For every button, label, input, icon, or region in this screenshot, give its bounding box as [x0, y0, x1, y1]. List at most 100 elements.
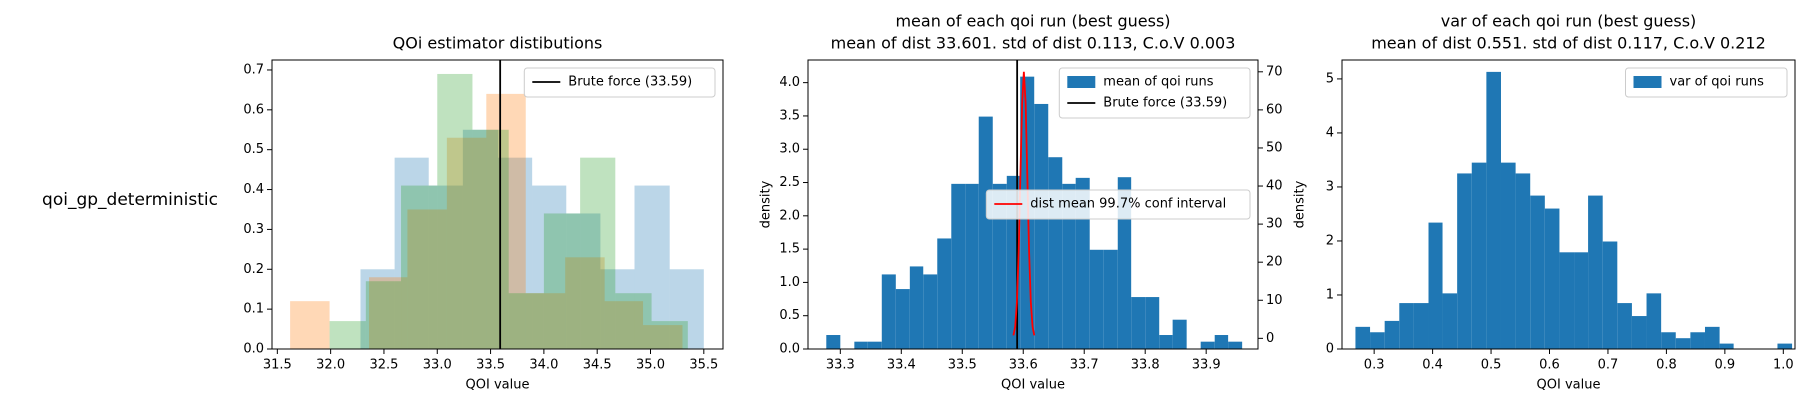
- bar: [1355, 326, 1371, 349]
- bar: [428, 185, 463, 349]
- y2-tick-label: 50: [1266, 140, 1283, 155]
- bar: [1399, 303, 1414, 349]
- legend-swatch: [1067, 76, 1096, 88]
- y-tick-label: 0.4: [243, 182, 264, 197]
- bar: [992, 183, 1007, 349]
- bar: [1675, 338, 1691, 349]
- bar: [580, 157, 616, 349]
- legend-box: [1625, 67, 1788, 98]
- chart-title: QOi estimator distibutions: [393, 34, 603, 53]
- x-tick-label: 0.6: [1539, 358, 1560, 373]
- y-tick-label: 1.0: [779, 275, 800, 290]
- bar: [532, 185, 567, 349]
- legend-label: mean of qoi runs: [1103, 75, 1213, 90]
- bar: [1428, 222, 1443, 349]
- y2-tick-label: 0: [1266, 331, 1274, 346]
- bar: [643, 325, 683, 349]
- x-tick-label: 0.8: [1656, 358, 1677, 373]
- y2-tick-label: 70: [1266, 64, 1283, 79]
- bar: [1145, 297, 1160, 349]
- bar: [1486, 71, 1501, 350]
- bar: [1559, 252, 1575, 349]
- bar: [394, 157, 429, 349]
- bar: [1515, 173, 1531, 349]
- axes-frame: [1341, 59, 1796, 350]
- y-tick-label: 0.0: [243, 342, 264, 357]
- legend-label: Brute force (33.59): [1103, 96, 1227, 111]
- x-tick-label: 35.5: [689, 358, 718, 373]
- y2-tick-label: 20: [1266, 255, 1283, 270]
- x-tick-label: 0.3: [1364, 358, 1385, 373]
- bar: [1588, 195, 1603, 349]
- y-tick-label: 1.5: [779, 242, 800, 257]
- bar: [1602, 241, 1618, 349]
- x-tick-label: 31.5: [263, 358, 292, 373]
- bar: [1214, 335, 1229, 349]
- x-tick-label: 33.5: [476, 358, 505, 373]
- bar: [1228, 341, 1243, 349]
- x-tick-label: 32.0: [316, 358, 345, 373]
- bar: [1172, 319, 1187, 349]
- bar: [965, 183, 979, 349]
- y-tick-label: 5: [1326, 71, 1334, 86]
- y-tick-label: 0.3: [243, 222, 264, 237]
- x-tick-label: 1.0: [1773, 358, 1794, 373]
- x-tick-label: 34.0: [529, 358, 558, 373]
- x-tick-label: 33.3: [826, 358, 855, 373]
- legend-swatch: [1633, 76, 1662, 88]
- bar: [407, 209, 447, 349]
- y-tick-label: 0.0: [779, 342, 800, 357]
- bar: [1574, 252, 1589, 349]
- y-tick-label: 0.5: [779, 308, 800, 323]
- legend-label: Brute force (33.59): [568, 75, 692, 90]
- x-axis-label: QOI value: [1537, 378, 1601, 393]
- bar: [525, 293, 566, 349]
- bar: [951, 183, 966, 349]
- bar: [401, 185, 438, 349]
- bar: [978, 116, 993, 349]
- y2-tick-label: 40: [1266, 179, 1283, 194]
- y-tick-label: 0.5: [243, 142, 264, 157]
- bar: [1471, 162, 1487, 349]
- chart-subtitle: mean of dist 33.601. std of dist 0.113, …: [831, 34, 1236, 53]
- bar: [1089, 249, 1104, 349]
- x-axis-label: QOI value: [1001, 378, 1065, 393]
- bar: [1457, 173, 1472, 349]
- bar: [565, 257, 605, 349]
- bar: [1200, 341, 1215, 349]
- bar: [1500, 162, 1516, 349]
- bar: [446, 137, 487, 349]
- line: [1012, 71, 1036, 336]
- bar: [1131, 297, 1146, 349]
- bar: [1442, 293, 1458, 349]
- bar: [1034, 103, 1049, 349]
- x-tick-label: 33.8: [1131, 358, 1160, 373]
- bar: [1544, 208, 1560, 349]
- bar: [909, 266, 924, 349]
- bar: [566, 213, 601, 349]
- chart-title: mean of each qoi run (best guess): [895, 12, 1170, 31]
- bar: [1704, 326, 1720, 349]
- y-tick-label: 2.0: [779, 208, 800, 223]
- bar: [1661, 332, 1676, 349]
- bar: [1117, 177, 1132, 349]
- legend-label: var of qoi runs: [1670, 75, 1765, 90]
- axes-frame: [807, 59, 1259, 350]
- bar: [1159, 335, 1173, 349]
- bar: [651, 321, 688, 349]
- y-tick-label: 4.0: [779, 75, 800, 90]
- bar: [1719, 343, 1734, 349]
- bar: [1103, 249, 1118, 349]
- bar: [895, 289, 910, 349]
- row-label: qoi_gp_deterministic: [42, 190, 218, 210]
- legend-box: [1058, 67, 1251, 119]
- y-tick-label: 0.1: [243, 302, 264, 317]
- legend-label: dist mean 99.7% conf interval: [1030, 197, 1226, 212]
- x-tick-label: 33.4: [887, 358, 916, 373]
- bar: [369, 277, 408, 349]
- y2-tick-label: 10: [1266, 293, 1283, 308]
- y2-tick-label: 30: [1266, 217, 1283, 232]
- bar: [867, 341, 882, 349]
- bar: [472, 129, 509, 349]
